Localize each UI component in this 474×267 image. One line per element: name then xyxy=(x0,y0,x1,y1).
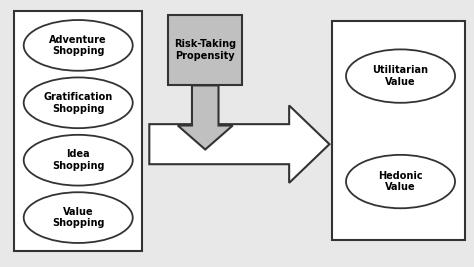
Text: Risk-Taking
Propensity: Risk-Taking Propensity xyxy=(174,39,236,61)
Ellipse shape xyxy=(24,192,133,243)
Text: Value
Shopping: Value Shopping xyxy=(52,207,104,228)
Ellipse shape xyxy=(24,135,133,186)
Text: Gratification
Shopping: Gratification Shopping xyxy=(44,92,113,113)
Ellipse shape xyxy=(24,20,133,71)
Text: Adventure
Shopping: Adventure Shopping xyxy=(49,35,107,56)
FancyBboxPatch shape xyxy=(332,21,465,240)
FancyBboxPatch shape xyxy=(14,11,142,251)
Ellipse shape xyxy=(346,155,455,208)
Text: Idea
Shopping: Idea Shopping xyxy=(52,150,104,171)
Polygon shape xyxy=(149,105,329,183)
Ellipse shape xyxy=(24,77,133,128)
Text: Hedonic
Value: Hedonic Value xyxy=(378,171,423,192)
Text: Utilitarian
Value: Utilitarian Value xyxy=(373,65,428,87)
Polygon shape xyxy=(178,85,233,150)
FancyBboxPatch shape xyxy=(168,15,242,85)
Ellipse shape xyxy=(346,49,455,103)
